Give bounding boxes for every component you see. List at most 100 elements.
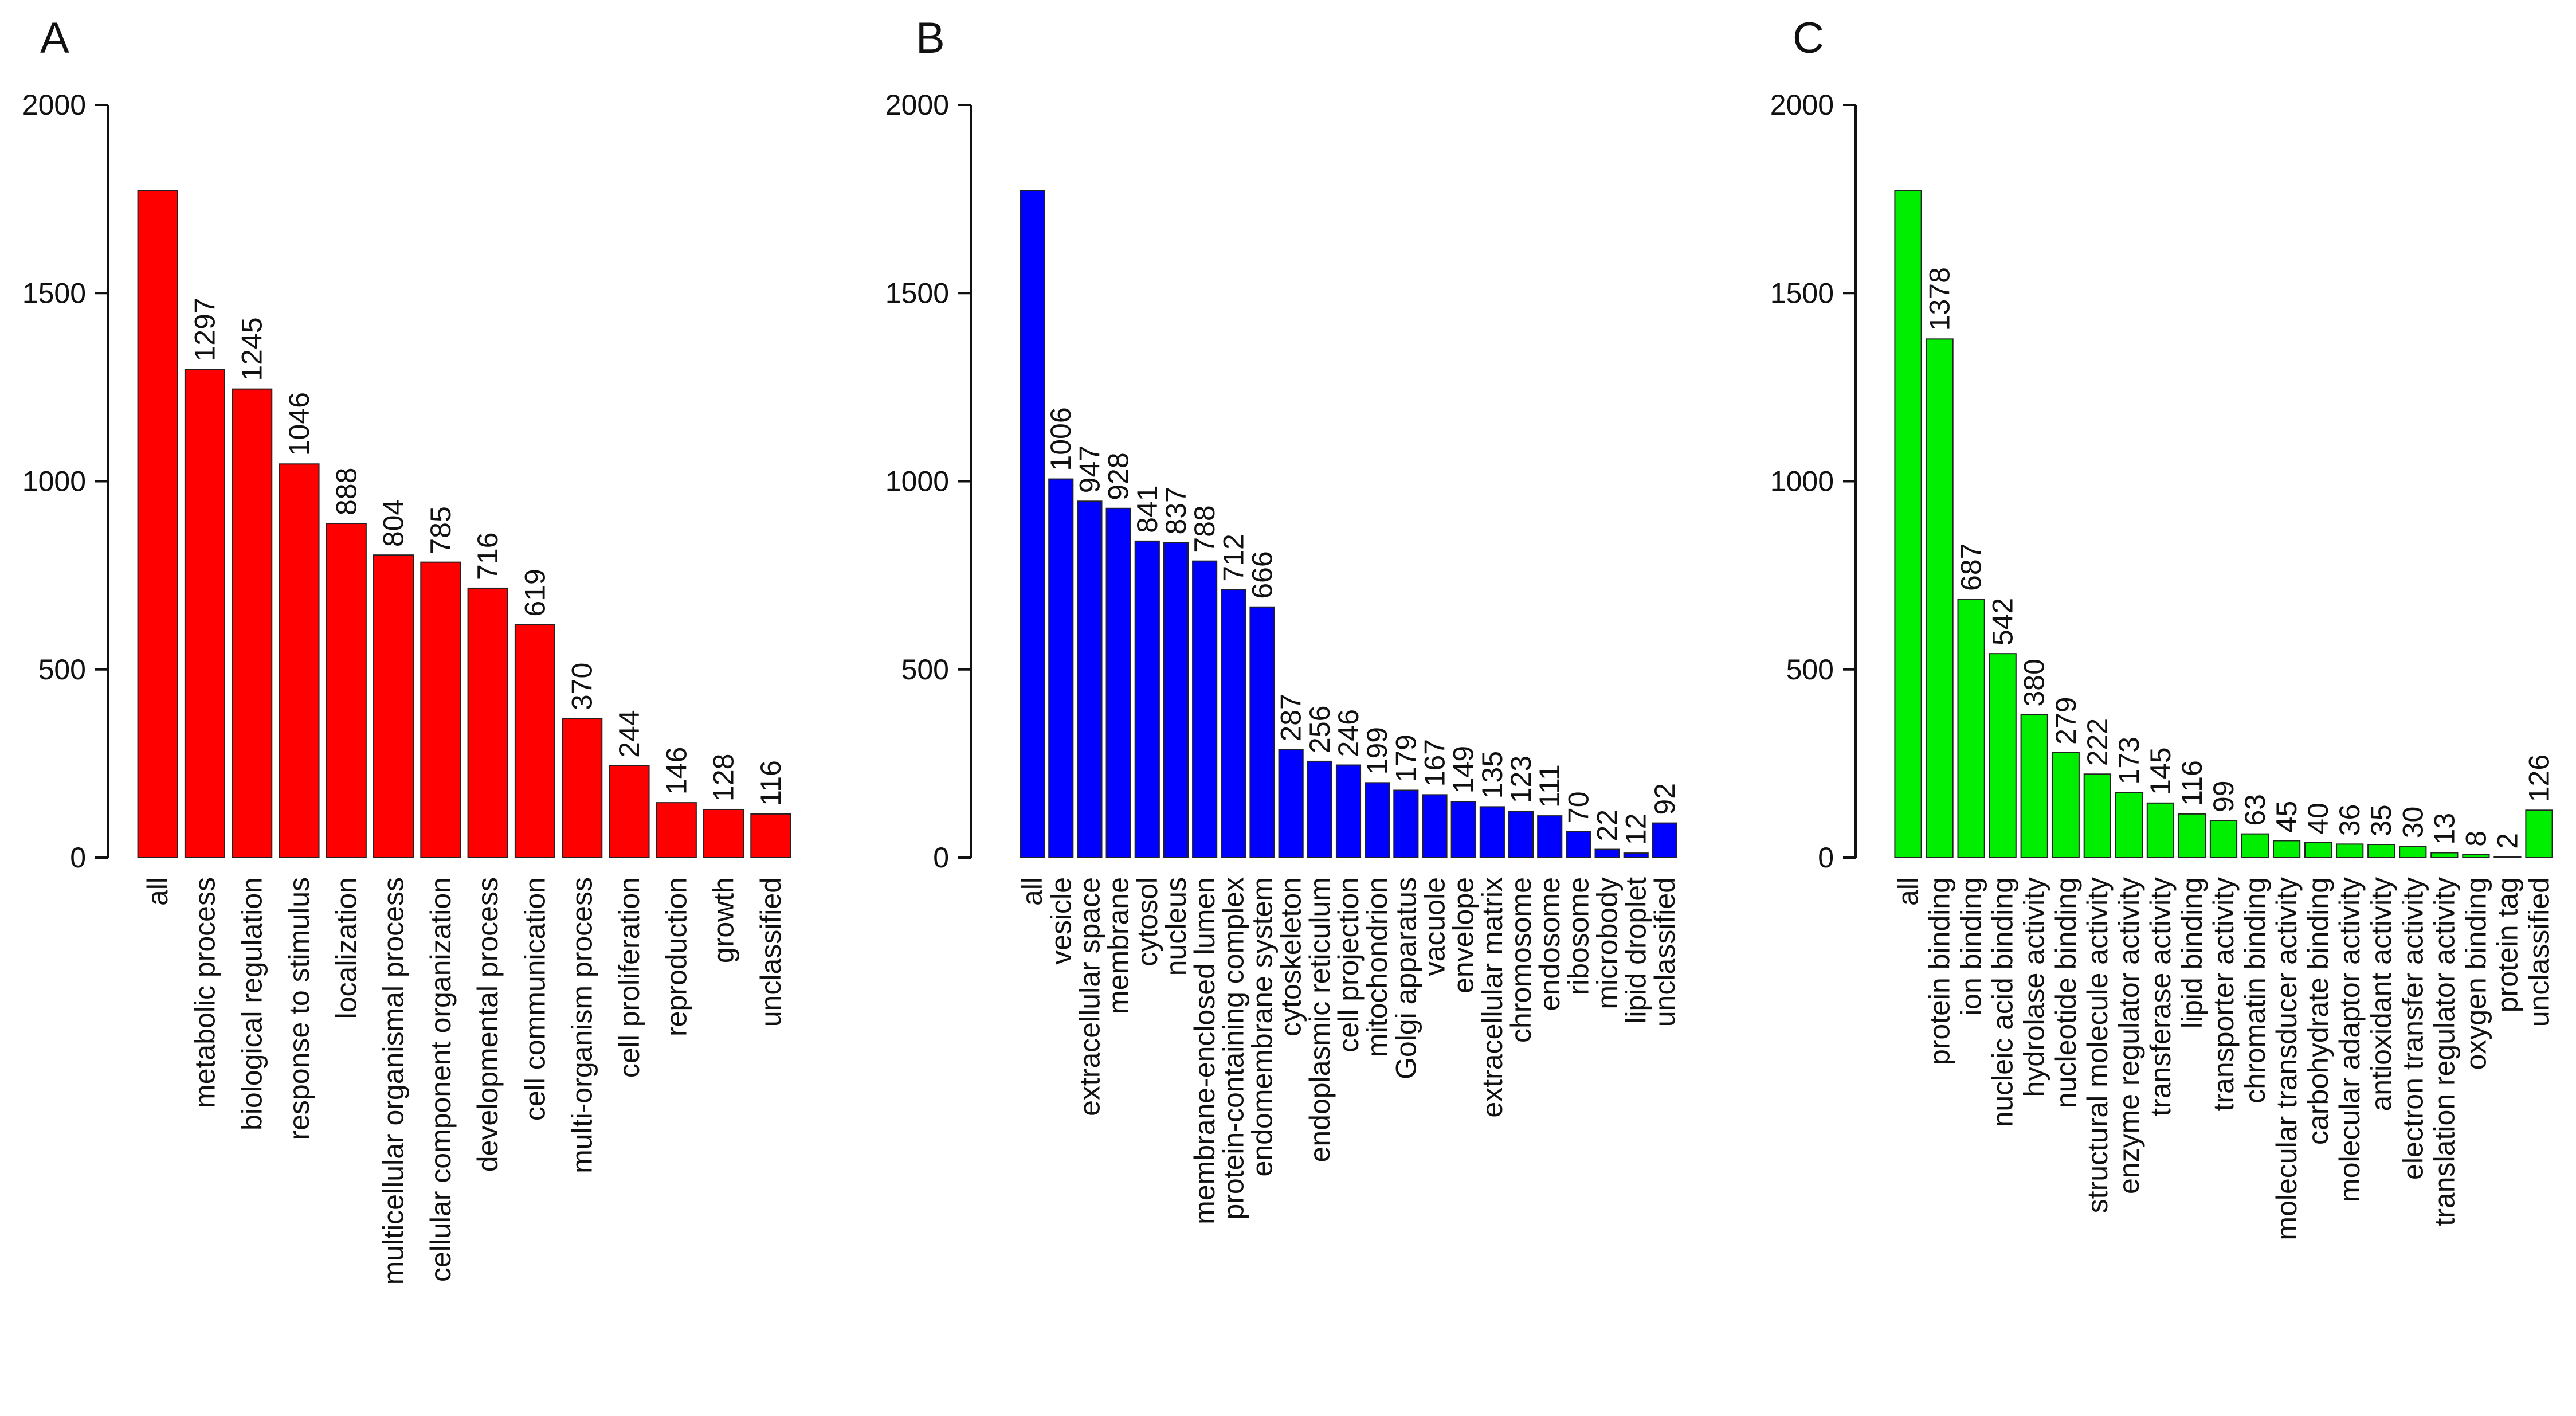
bar <box>2083 773 2111 858</box>
bar <box>1926 338 1954 858</box>
category-label: cellular component organization <box>425 877 457 1282</box>
panel-c: C 0 500 1000 1500 2000 all 1378 protein binding 6… <box>1717 0 2575 1416</box>
bar <box>2430 852 2459 858</box>
data-label: 63 <box>2239 794 2271 826</box>
category-label: microbody <box>1591 877 1624 1010</box>
category-label: metabolic process <box>189 877 221 1108</box>
y-tick-label: 1000 <box>885 466 949 498</box>
bar <box>1307 760 1332 859</box>
category-label: envelope <box>1448 877 1480 993</box>
data-label: 788 <box>1189 505 1221 553</box>
data-label: 128 <box>708 754 740 801</box>
category-label: response to stimulus <box>283 877 315 1140</box>
bar <box>1134 540 1160 858</box>
bar <box>2399 846 2427 859</box>
bar <box>1894 190 1922 858</box>
y-tick-label: 2000 <box>22 89 86 121</box>
bar <box>1105 507 1131 858</box>
panel-label: B <box>916 14 945 62</box>
category-label: cytosol <box>1131 877 1163 967</box>
data-label: 111 <box>1534 764 1566 808</box>
panel-c-chart: C 0 500 1000 1500 2000 all 1378 protein binding 6… <box>1770 14 2555 1241</box>
y-tick-label: 0 <box>70 842 86 874</box>
bar <box>1957 598 1985 858</box>
y-tick-label: 2000 <box>1770 89 1834 121</box>
bar <box>1989 653 2017 858</box>
data-label: 199 <box>1361 727 1393 775</box>
category-label: structural molecule activity <box>2081 877 2114 1213</box>
data-label: 256 <box>1304 705 1336 753</box>
bar <box>373 554 414 858</box>
category-label: electron transfer activity <box>2397 877 2429 1180</box>
data-label: 542 <box>1987 598 2019 646</box>
data-label: 888 <box>330 468 362 515</box>
panel-b: B 0 500 1000 1500 2000 all 1006 vesicle 947 extrac… <box>858 0 1717 1416</box>
y-tick-label: 2000 <box>885 89 949 121</box>
category-label: multi-organism process <box>566 877 598 1174</box>
data-label: 149 <box>1448 746 1480 793</box>
bar <box>2462 854 2490 859</box>
category-label: endosome <box>1534 877 1566 1011</box>
category-label: protein tag <box>2491 877 2523 1012</box>
y-tick-label: 1500 <box>22 277 86 309</box>
category-label: carbohydrate binding <box>2302 877 2334 1145</box>
category-label: extracellular matrix <box>1476 877 1508 1118</box>
bar <box>2146 802 2175 858</box>
bar <box>1278 749 1304 858</box>
category-label: unclassified <box>2523 877 2555 1027</box>
data-label: 687 <box>1955 543 1987 591</box>
category-label: lipid droplet <box>1620 877 1652 1024</box>
panel-label: A <box>40 14 69 62</box>
category-label: hydrolase activity <box>2018 877 2050 1097</box>
data-label: 45 <box>2271 801 2303 833</box>
bar <box>1652 822 1677 859</box>
bar <box>703 808 744 859</box>
category-label: all <box>1892 877 1924 906</box>
y-tick-label: 500 <box>1786 654 1834 686</box>
bar <box>2178 813 2206 858</box>
data-label: 70 <box>1562 791 1594 823</box>
bar <box>2241 833 2269 859</box>
bar <box>279 463 320 858</box>
panel-a-chart: A 0 500 1000 1500 2000 all 1297 metabolic proces… <box>22 14 791 1285</box>
data-label: 92 <box>1649 783 1681 815</box>
bar <box>2304 842 2332 858</box>
category-label: cell communication <box>519 877 551 1121</box>
data-label: 370 <box>566 663 598 710</box>
category-label: oxygen binding <box>2460 877 2492 1070</box>
bar <box>137 190 178 858</box>
bar <box>1422 794 1448 858</box>
data-label: 123 <box>1505 756 1537 803</box>
data-label: 173 <box>2113 737 2145 784</box>
bar <box>1566 831 1591 859</box>
category-label: growth <box>708 877 740 963</box>
category-label: biological regulation <box>236 877 268 1131</box>
bar <box>326 523 367 858</box>
y-tick-label: 1000 <box>22 466 86 498</box>
data-label: 287 <box>1275 694 1307 741</box>
y-tick-label: 1500 <box>1770 277 1834 309</box>
data-label: 785 <box>425 506 457 554</box>
bar <box>562 718 603 858</box>
data-label: 145 <box>2144 747 2177 795</box>
data-label: 40 <box>2302 803 2334 835</box>
panel-label: C <box>1793 14 1824 62</box>
data-label: 246 <box>1332 709 1365 757</box>
panel-a: A 0 500 1000 1500 2000 all 1297 metabolic proces… <box>0 0 858 1416</box>
category-label: lipid binding <box>2176 877 2208 1028</box>
bar <box>1365 782 1390 858</box>
bar <box>2209 820 2238 858</box>
data-label: 716 <box>472 533 504 580</box>
category-label: reproduction <box>660 877 692 1036</box>
bar <box>2367 844 2395 858</box>
bar <box>1450 801 1476 859</box>
category-label: chromatin binding <box>2239 877 2271 1104</box>
data-label: 947 <box>1073 445 1105 493</box>
bar <box>1020 190 1045 858</box>
data-label: 1297 <box>189 298 221 361</box>
category-label: membrane-enclosed lumen <box>1189 877 1221 1225</box>
bar <box>609 765 650 858</box>
data-label: 167 <box>1419 739 1451 787</box>
bar <box>1335 764 1362 858</box>
y-tick-label: 500 <box>38 654 86 686</box>
